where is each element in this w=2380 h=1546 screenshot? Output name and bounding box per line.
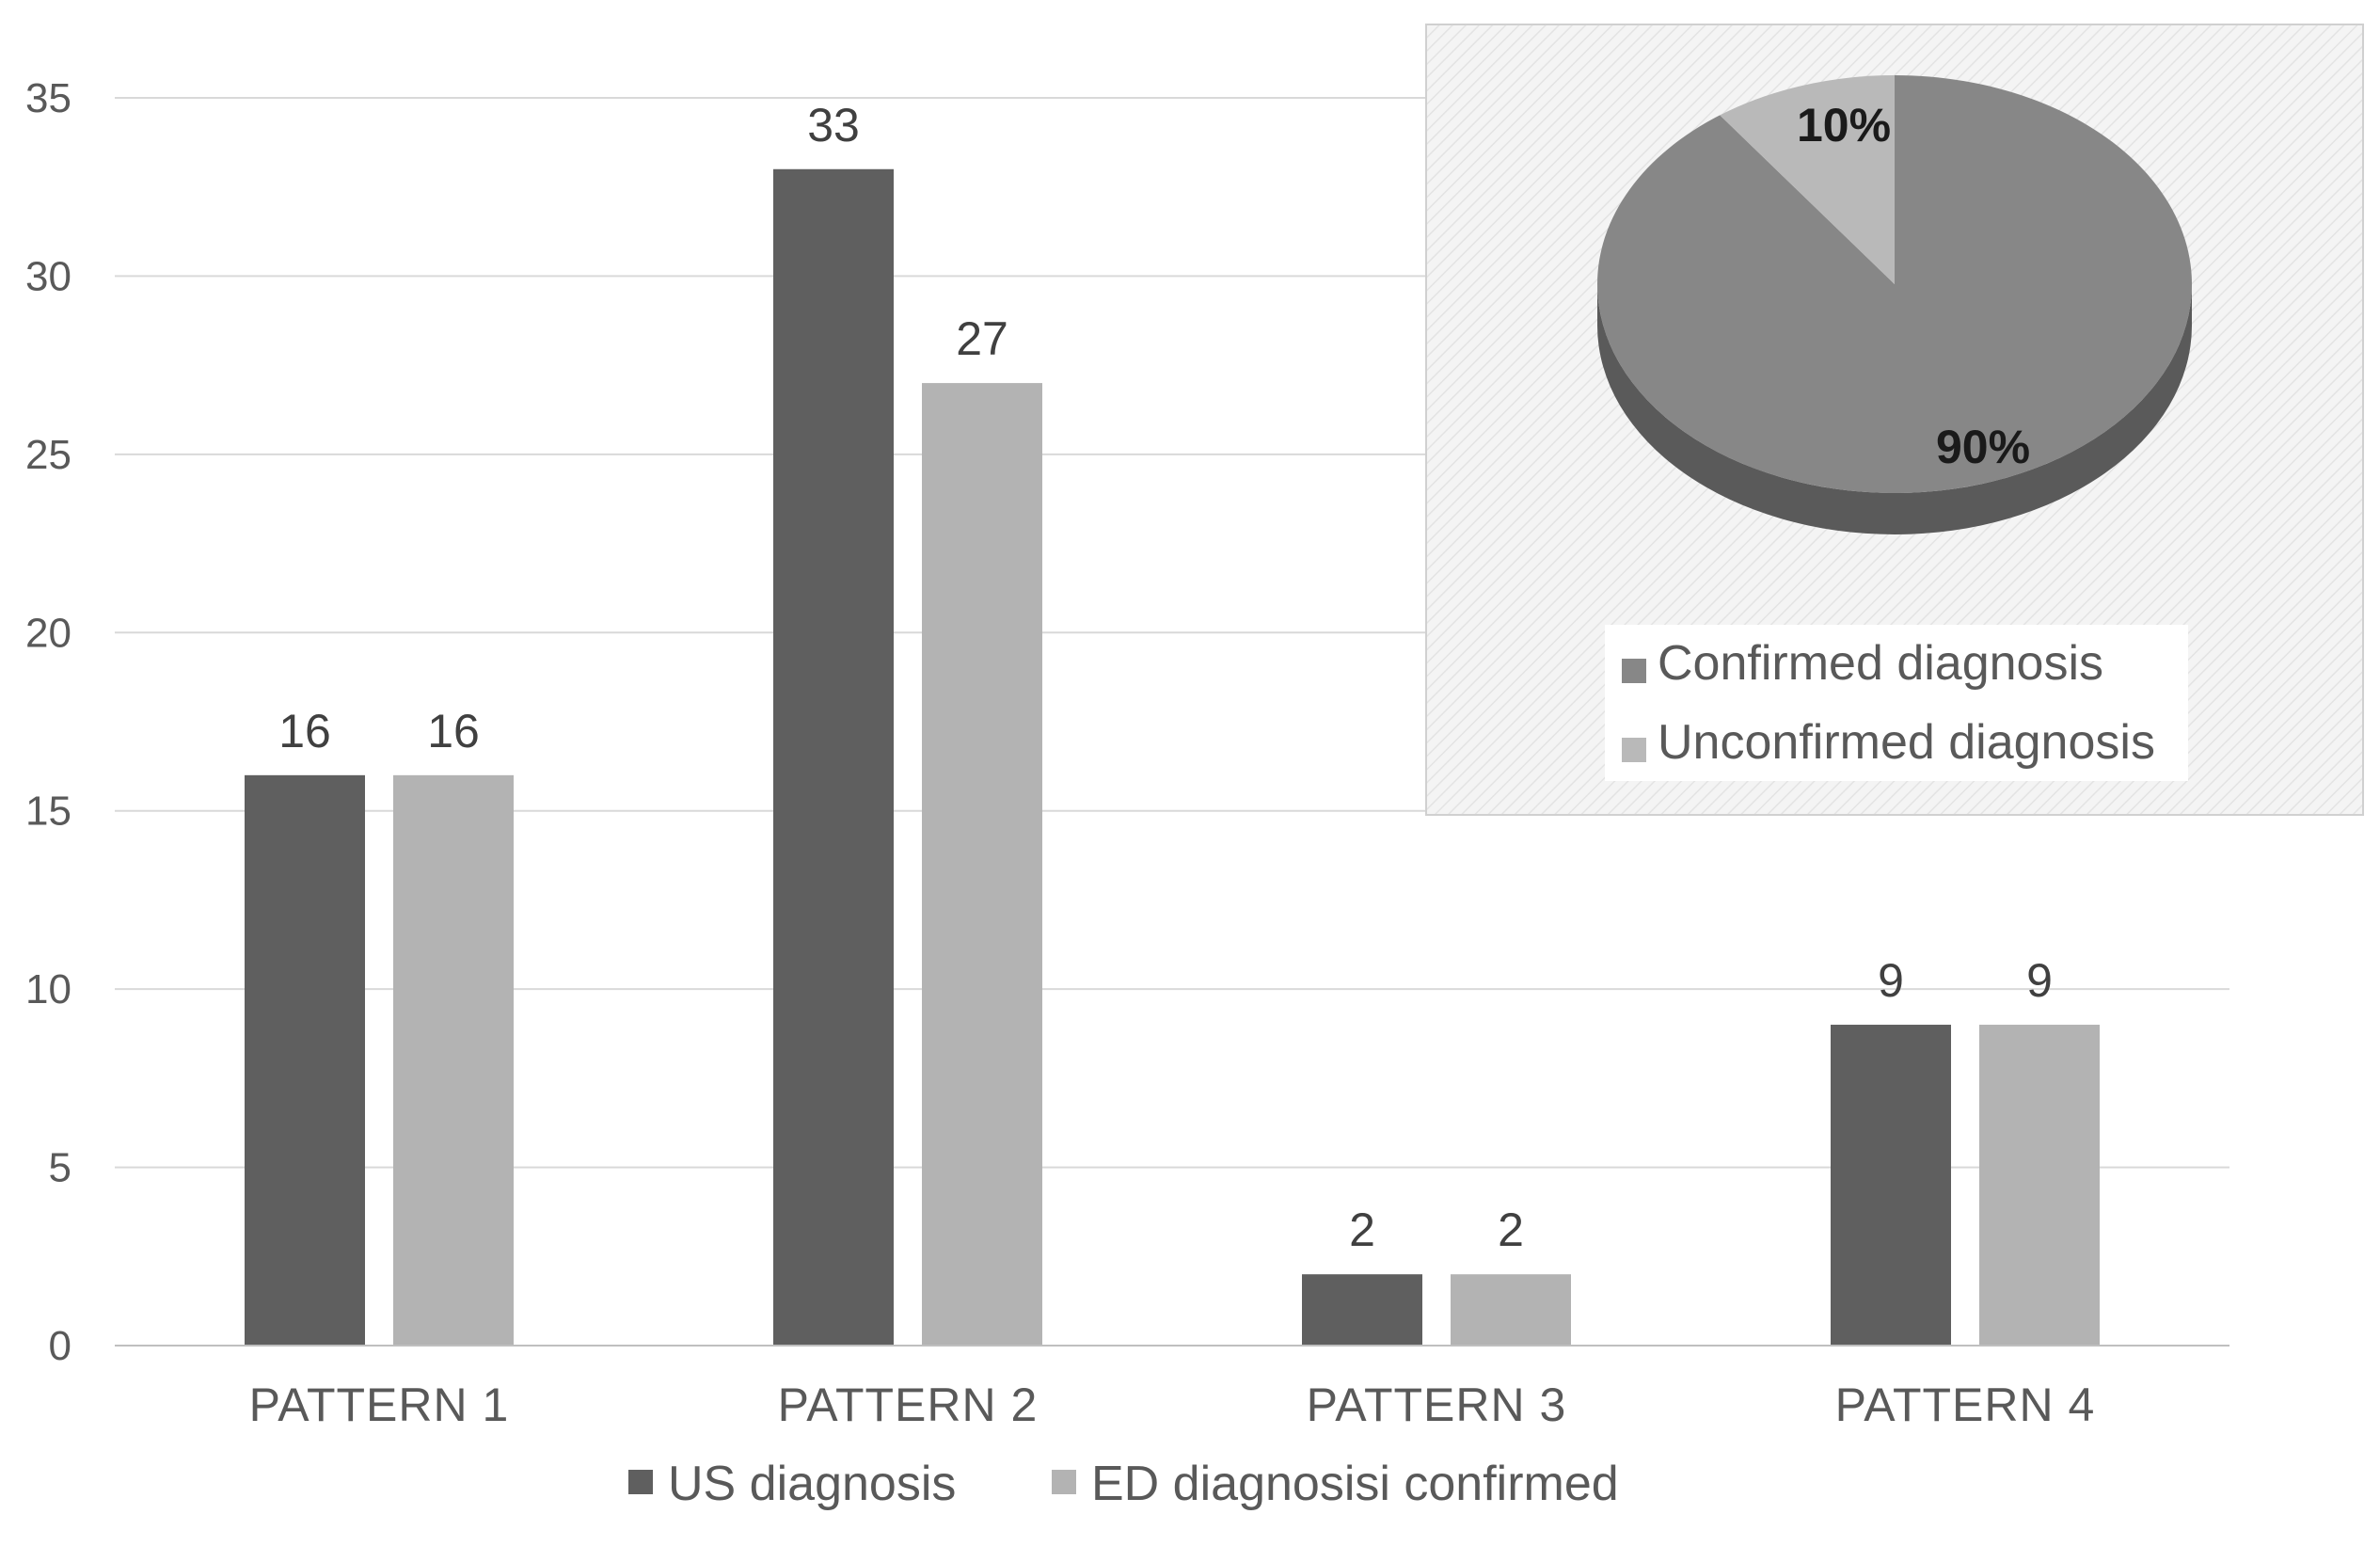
y-tick-label: 0	[49, 1323, 71, 1369]
pie-slice-unconfirmed	[1720, 75, 1895, 284]
inset-legend-swatch	[1622, 738, 1646, 762]
bar-us-diagnosis-2	[773, 168, 894, 1346]
data-label: 33	[807, 99, 860, 151]
y-tick-label: 35	[25, 75, 71, 121]
data-label: 16	[427, 705, 480, 757]
legend-entry: US diagnosis	[668, 1457, 956, 1511]
bar-ed-confirmed-2	[922, 383, 1042, 1347]
legend-swatch	[1052, 1470, 1076, 1494]
x-category-label: PATTERN 1	[249, 1379, 510, 1431]
x-category-label: PATTERN 3	[1307, 1379, 1567, 1431]
data-label: 2	[1498, 1203, 1524, 1256]
data-label: 16	[278, 705, 331, 757]
bar-us-diagnosis-4	[1831, 1025, 1951, 1346]
inset-legend-entry: Unconfirmed diagnosis	[1658, 715, 2155, 770]
data-label: 9	[2026, 954, 2053, 1007]
inset-legend-swatch	[1622, 659, 1646, 683]
x-category-label: PATTERN 2	[778, 1379, 1039, 1431]
y-tick-label: 5	[49, 1145, 71, 1191]
bar-ed-confirmed-4	[1979, 1025, 2100, 1346]
data-label: 27	[956, 312, 1008, 365]
y-tick-label: 20	[25, 610, 71, 656]
pie-side	[1597, 284, 2192, 534]
y-tick-label: 10	[25, 966, 71, 1012]
bar-us-diagnosis-1	[245, 774, 365, 1346]
pie-data-label: 90%	[1936, 421, 2030, 473]
data-label: 9	[1878, 954, 1904, 1007]
y-tick-label: 30	[25, 253, 71, 299]
legend-swatch	[628, 1470, 653, 1494]
bar-ed-confirmed-3	[1451, 1274, 1571, 1346]
x-category-label: PATTERN 4	[1835, 1379, 2096, 1431]
pie-data-label: 10%	[1797, 99, 1891, 151]
data-label: 2	[1349, 1203, 1375, 1256]
pie-chart-inset: 90% 10% Confirmed diagnosis Unconfirmed dia…	[1425, 24, 2364, 816]
inset-legend-entry: Confirmed diagnosis	[1658, 636, 2103, 691]
legend-entry: ED diagnosisi confirmed	[1091, 1457, 1619, 1511]
inset-legend-box	[1605, 625, 2188, 781]
bar-chart: 0 5 10 15 20 25 30 35 16 16 PATTERN 1 33 27 PATTERN 2…	[25, 75, 2229, 1511]
y-tick-label: 25	[25, 432, 71, 478]
bar-ed-confirmed-1	[393, 774, 514, 1346]
y-tick-label: 15	[25, 789, 71, 835]
bar-us-diagnosis-3	[1302, 1274, 1422, 1346]
